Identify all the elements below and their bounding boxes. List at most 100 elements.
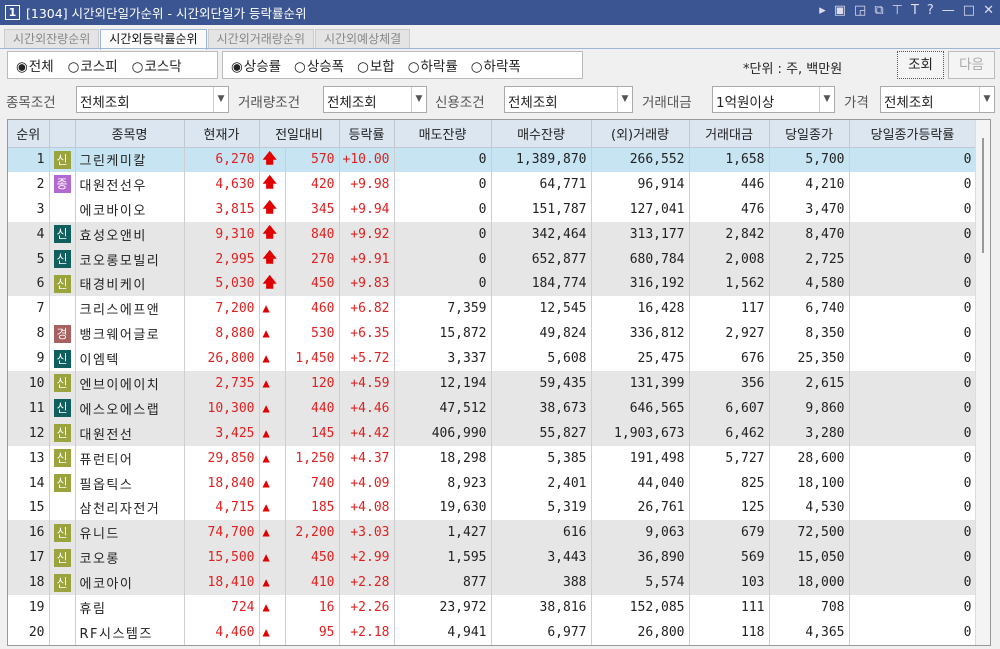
- table-row[interactable]: 14 신 필옵틱스 18,840 ▲ 740 +4.09 8,923 2,401 44,040 82…: [8, 470, 977, 496]
- header-bid-balance[interactable]: 매수잔량: [491, 120, 592, 148]
- table-row[interactable]: 7 크리스에프앤 7,200 ▲ 460 +6.82 7,359 12,545 16,428 11…: [8, 296, 977, 322]
- credit-condition-select[interactable]: 전체조회 ▼: [504, 86, 633, 113]
- cell-change-rate: +10.00: [339, 147, 395, 172]
- tab-after-hours-expected[interactable]: 시간외예상체결: [314, 29, 411, 49]
- table-row[interactable]: 16 신 유니드 74,700 ▲ 2,200 +3.03 1,427 616 9,063 679 7…: [8, 520, 977, 546]
- chevron-down-icon[interactable]: ▼: [979, 87, 994, 112]
- cell-close-change-rate: 0: [849, 147, 977, 172]
- cell-change-rate: +4.59: [339, 371, 395, 396]
- price-select[interactable]: 전체조회 ▼: [880, 86, 995, 113]
- table-row[interactable]: 17 신 코오롱 15,500 ▲ 450 +2.99 1,595 3,443 36,890 569…: [8, 545, 977, 571]
- cell-volume: 44,040: [591, 470, 690, 496]
- header-close-price[interactable]: 당일종가: [769, 120, 850, 148]
- tab-after-hours-change-rate[interactable]: 시간외등락률순위: [100, 29, 207, 50]
- cell-arrow: ▲: [259, 346, 286, 372]
- table-row[interactable]: 10 신 엔브이에이치 2,735 ▲ 120 +4.59 12,194 59,435 131,3…: [8, 371, 977, 396]
- table-row[interactable]: 1 신 그린케미칼 6,270 🡅 570 +10.00 0 1,389,870 266,552 1…: [8, 147, 977, 172]
- radio-rise-amount[interactable]: 상승폭: [294, 55, 344, 75]
- table-row[interactable]: 13 신 퓨런티어 29,850 ▲ 1,250 +4.37 18,298 5,385 191,4…: [8, 445, 977, 471]
- header-close-change-rate[interactable]: 당일종가등락률: [849, 120, 977, 148]
- next-button[interactable]: 다음: [948, 51, 995, 79]
- table-row[interactable]: 20 RF시스템즈 4,460 ▲ 95 +2.18 4,941 6,977 26,800 118…: [8, 619, 977, 645]
- table-row[interactable]: 3 에코바이오 3,815 🡅 345 +9.94 0 151,787 127,041 476 3,…: [8, 196, 977, 222]
- table-row[interactable]: 6 신 태경비케이 5,030 🡅 450 +9.83 0 184,774 316,192 1,56…: [8, 271, 977, 297]
- header-name[interactable]: 종목명: [75, 120, 185, 148]
- scrollbar-thumb[interactable]: [982, 138, 984, 253]
- cell-rank: 4: [8, 221, 50, 247]
- table-row[interactable]: 4 신 효성오앤비 9,310 🡅 840 +9.92 0 342,464 313,177 2,84…: [8, 221, 977, 247]
- radio-unchanged[interactable]: 보합: [357, 55, 395, 75]
- play-icon[interactable]: ▸: [819, 3, 826, 18]
- radio-kosdaq[interactable]: 코스닥: [132, 55, 181, 75]
- table-row[interactable]: 9 신 이엠텍 26,800 ▲ 1,450 +5.72 3,337 5,608 25,475 67…: [8, 346, 977, 372]
- chevron-down-icon[interactable]: ▼: [213, 87, 228, 112]
- header-change[interactable]: 전일대비: [259, 120, 340, 148]
- radio-fall-amount[interactable]: 하락폭: [471, 55, 521, 75]
- cell-change: 16: [285, 595, 340, 620]
- table-row[interactable]: 18 신 에코아이 18,410 ▲ 410 +2.28 877 388 5,574 103 18,0…: [8, 570, 977, 596]
- cell-bid-balance: 652,877: [491, 246, 592, 272]
- radio-kospi[interactable]: 코스피: [68, 55, 117, 75]
- radio-rise-rate[interactable]: 상승률: [231, 55, 281, 75]
- cell-trade-amount: 356: [689, 371, 770, 396]
- cell-badge: [49, 495, 76, 521]
- header-volume[interactable]: (외)거래량: [591, 120, 690, 148]
- maximize-icon[interactable]: □: [962, 3, 976, 18]
- cell-volume: 36,890: [591, 545, 690, 571]
- cell-close-price: 15,050: [769, 545, 850, 571]
- table-row[interactable]: 19 휴림 724 ▲ 16 +2.26 23,972 38,816 152,085 111 708…: [8, 595, 977, 620]
- cell-bid-balance: 64,771: [491, 171, 592, 197]
- trade-amount-select[interactable]: 1억원이상 ▼: [712, 86, 835, 113]
- header-change-rate[interactable]: 등락률: [339, 120, 395, 148]
- cell-close-change-rate: 0: [849, 371, 977, 396]
- header-badge[interactable]: [49, 120, 76, 148]
- cell-badge: [49, 595, 76, 620]
- close-icon[interactable]: ✕: [983, 3, 994, 18]
- vertical-scrollbar[interactable]: [975, 120, 990, 645]
- header-ask-balance[interactable]: 매도잔량: [394, 120, 492, 148]
- tab-after-hours-balance[interactable]: 시간외잔량순위: [4, 29, 100, 49]
- upper-limit-arrow-icon: 🡅: [262, 175, 277, 192]
- chevron-down-icon[interactable]: ▼: [411, 87, 426, 112]
- table-row[interactable]: 2 종 대원전선우 4,630 🡅 420 +9.98 0 64,771 96,914 446 4,2…: [8, 171, 977, 197]
- table-row[interactable]: 12 신 대원전선 3,425 ▲ 145 +4.42 406,990 55,827 1,903,…: [8, 420, 977, 446]
- up-triangle-icon: ▲: [262, 425, 270, 440]
- cell-change: 345: [285, 196, 340, 222]
- table-row[interactable]: 11 신 에스오에스랩 10,300 ▲ 440 +4.46 47,512 38,673 646,…: [8, 395, 977, 421]
- table-row[interactable]: 8 경 뱅크웨어글로 8,880 ▲ 530 +6.35 15,872 49,824 336,81…: [8, 321, 977, 347]
- help-icon[interactable]: ?: [926, 3, 934, 18]
- table-row[interactable]: 15 삼천리자전거 4,715 ▲ 185 +4.08 19,630 5,319 26,761 1…: [8, 495, 977, 521]
- query-button[interactable]: 조회: [897, 51, 944, 79]
- cell-arrow: ▲: [259, 595, 286, 620]
- table-row[interactable]: 5 신 코오롱모빌리 2,995 🡅 270 +9.91 0 652,877 680,784 2,0…: [8, 246, 977, 272]
- cell-price: 724: [184, 595, 260, 620]
- new-window-icon[interactable]: ⧉: [874, 3, 884, 18]
- tab-after-hours-volume[interactable]: 시간외거래량순위: [207, 29, 314, 49]
- cell-change: 270: [285, 246, 340, 272]
- up-triangle-icon: ▲: [262, 550, 270, 565]
- cell-change-rate: +9.91: [339, 246, 395, 272]
- layout-icon[interactable]: ◲: [854, 3, 867, 18]
- header-rank[interactable]: 순위: [8, 120, 50, 148]
- badge-credit: 신: [53, 225, 71, 244]
- stock-condition-select[interactable]: 전체조회 ▼: [76, 86, 229, 113]
- cell-price: 8,880: [184, 321, 260, 347]
- cell-volume: 266,552: [591, 147, 690, 172]
- text-icon[interactable]: T: [910, 3, 919, 18]
- cell-arrow: ▲: [259, 619, 286, 645]
- cell-ask-balance: 0: [394, 246, 492, 272]
- pin-icon[interactable]: ⊤: [891, 3, 903, 18]
- menu-icon[interactable]: ▣: [833, 3, 847, 18]
- header-price[interactable]: 현재가: [184, 120, 260, 148]
- volume-condition-select[interactable]: 전체조회 ▼: [323, 86, 427, 113]
- cell-volume: 9,063: [591, 520, 690, 546]
- radio-all[interactable]: 전체: [16, 55, 54, 75]
- market-radio-group: 전체 코스피 코스닥: [7, 51, 218, 79]
- minimize-icon[interactable]: —: [941, 3, 955, 18]
- cell-close-change-rate: 0: [849, 246, 977, 272]
- header-trade-amount[interactable]: 거래대금: [689, 120, 770, 148]
- chevron-down-icon[interactable]: ▼: [819, 87, 834, 112]
- chevron-down-icon[interactable]: ▼: [617, 87, 632, 112]
- cell-close-price: 6,740: [769, 296, 850, 322]
- radio-fall-rate[interactable]: 하락률: [408, 55, 458, 75]
